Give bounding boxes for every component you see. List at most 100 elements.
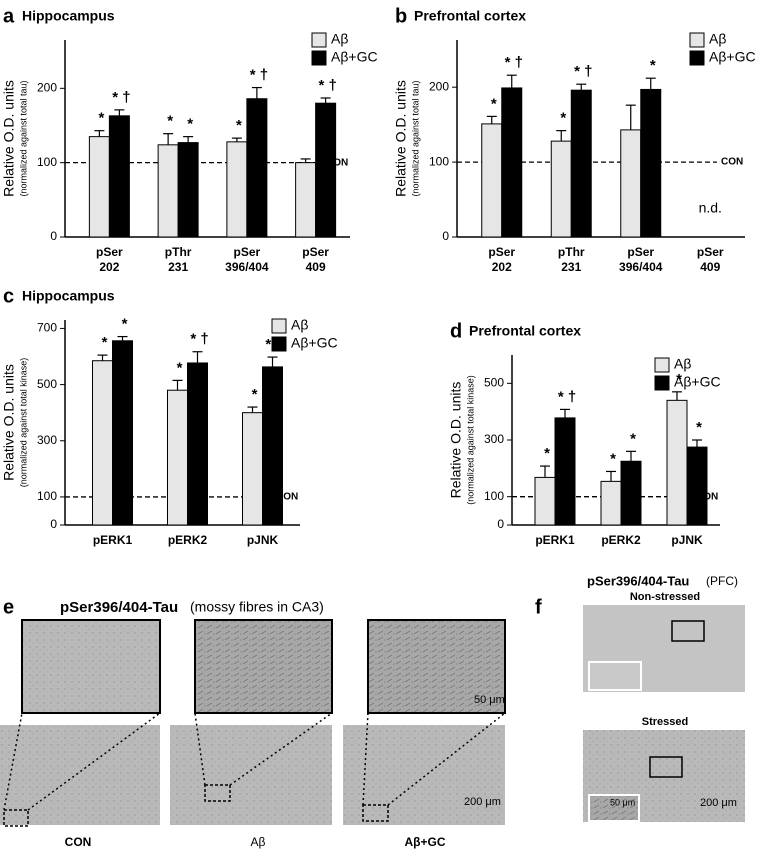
error-bar (192, 351, 203, 363)
error-bar (626, 450, 636, 462)
panel-title: pSer396/404-Tau (587, 573, 689, 588)
inset (588, 794, 640, 822)
x-tick-label: pSer 396/404 (225, 245, 269, 274)
bar (167, 389, 188, 526)
image-label: Aβ (251, 835, 266, 849)
y-axis-label: Relative O.D. units (1, 80, 17, 197)
bar (108, 115, 130, 238)
x-tick-label: pERK2 (168, 533, 208, 547)
panel-letter: e (3, 596, 14, 618)
error-bar (672, 391, 682, 401)
inset (588, 661, 642, 691)
x-tick-label: pSer 202 (96, 245, 123, 274)
legend-label: Aβ (291, 317, 308, 333)
bar (620, 460, 642, 526)
y-axis-label: Relative O.D. units (1, 364, 17, 481)
panel-letter: b (395, 5, 407, 27)
bar (92, 360, 113, 526)
error-bar (560, 408, 570, 418)
error-bar (556, 130, 567, 142)
inset-line (194, 712, 206, 786)
bar (570, 89, 592, 238)
bar (187, 362, 208, 526)
significance-marker: * † (574, 63, 592, 80)
chart-title: Prefrontal cortex (414, 8, 526, 24)
x-tick-label: pERK1 (93, 533, 133, 547)
inset-box (3, 809, 29, 827)
bar (226, 141, 248, 238)
y-tick-label: 300 (484, 432, 504, 446)
significance-marker: * (630, 430, 636, 447)
significance-marker: * (252, 386, 258, 403)
scale-label: 200 μm (700, 797, 737, 809)
error-bar (251, 86, 262, 99)
bar (112, 340, 133, 526)
legend-swatch (271, 336, 287, 352)
inset (194, 619, 333, 714)
error-bar (320, 97, 331, 104)
significance-marker: * (102, 334, 108, 351)
error-bar (576, 83, 587, 91)
panel-f: f pSer396/404-Tau (PFC) Non-stressed Str… (535, 573, 745, 822)
inset-line (3, 712, 23, 811)
micrograph-group: Aβ (170, 619, 333, 849)
reference-label: CON (326, 157, 348, 168)
legend-swatch (689, 50, 705, 66)
y-tick-label: 100 (37, 489, 57, 503)
reference-label: CON (721, 157, 743, 168)
inset-box (671, 620, 705, 642)
significance-marker: * (560, 110, 566, 127)
y-axis-sublabel: (normalized against total tau) (18, 80, 28, 196)
micrograph (0, 725, 160, 825)
micrograph (170, 725, 332, 825)
chart: d Prefrontal cortex Relative O.D. units (no… (448, 320, 721, 547)
x-tick-label: pSer 409 (302, 245, 329, 274)
scale-label: 50 μm (474, 694, 505, 706)
x-tick-label: pSer 202 (488, 245, 515, 274)
panel-subtitle: (mossy fibres in CA3) (190, 599, 324, 615)
chart: a Hippocampus Relative O.D. units (normaliz… (1, 5, 378, 274)
legend-swatch (689, 32, 705, 48)
bar (640, 88, 662, 238)
significance-marker: * † (250, 67, 268, 84)
legend-swatch (311, 50, 327, 66)
significance-marker: * (676, 371, 682, 388)
image-label: Stressed (642, 716, 688, 728)
significance-marker: * (236, 117, 242, 134)
x-tick-label: pThr 231 (165, 245, 192, 274)
inset (367, 619, 506, 714)
y-tick-label: 100 (429, 154, 449, 168)
error-bar (692, 439, 702, 448)
significance-marker: * (544, 445, 550, 462)
significance-marker: * † (558, 388, 576, 405)
significance-marker: * (167, 113, 173, 130)
y-tick-label: 0 (50, 229, 57, 243)
panel-letter: f (535, 596, 542, 618)
chart-title: Hippocampus (22, 288, 115, 304)
y-axis-sublabel: (normalized against total tau) (410, 80, 420, 196)
image-label: CON (65, 835, 92, 849)
bar (295, 162, 317, 238)
scale-label: 50 μm (610, 797, 635, 807)
significance-marker: * (177, 359, 183, 376)
panel-letter: a (3, 5, 15, 27)
legend-swatch (271, 318, 287, 334)
micrograph (343, 725, 505, 825)
legend-label: Aβ (331, 31, 348, 47)
bar (550, 140, 572, 238)
error-bar (94, 130, 105, 137)
panel-subtitle: (PFC) (706, 574, 738, 588)
error-bar (97, 354, 108, 361)
x-tick-label: pERK2 (601, 533, 641, 547)
error-bar (114, 109, 125, 116)
error-bar (540, 465, 550, 478)
error-bar (606, 470, 616, 482)
x-tick-label: pThr 231 (558, 245, 585, 274)
bar (177, 142, 199, 238)
micrograph-group: CON (0, 619, 161, 849)
significance-marker: * (491, 95, 497, 112)
x-tick-label: pJNK (247, 533, 279, 547)
y-tick-label: 300 (37, 433, 57, 447)
significance-marker: * (696, 419, 702, 436)
panel-title: pSer396/404-Tau (60, 599, 178, 616)
